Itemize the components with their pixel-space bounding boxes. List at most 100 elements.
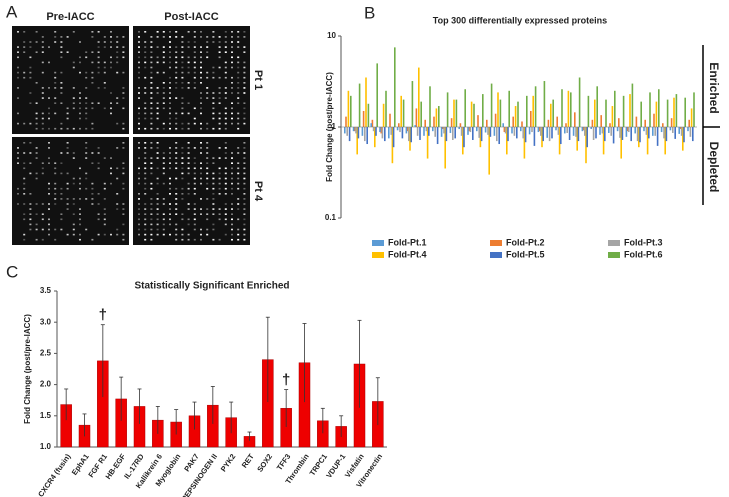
array-spot — [17, 66, 19, 69]
array-spot — [85, 107, 88, 110]
array-spot — [237, 203, 240, 205]
array-spot — [150, 172, 153, 175]
array-spot — [218, 238, 221, 241]
array-spot — [200, 107, 202, 110]
array-spot — [60, 218, 63, 221]
array-spot — [218, 56, 221, 59]
bar — [595, 127, 597, 139]
array-spot — [162, 167, 165, 170]
array-spot — [110, 233, 112, 236]
array-spot — [218, 36, 221, 38]
array-spot — [224, 193, 227, 195]
bar — [592, 127, 595, 140]
array-spot — [138, 127, 140, 130]
array-spot — [35, 152, 38, 154]
array-spot — [85, 127, 88, 130]
bar — [517, 101, 519, 127]
bar — [482, 94, 484, 127]
array-spot — [85, 157, 88, 159]
bar — [414, 125, 416, 127]
array-spot — [243, 51, 246, 53]
array-spot — [116, 167, 119, 170]
array-spot — [150, 208, 153, 210]
bar — [382, 103, 385, 127]
array-spot — [60, 213, 63, 215]
bar — [673, 97, 675, 127]
array-spot — [79, 213, 81, 215]
array-spot — [175, 51, 178, 53]
array-spot — [156, 223, 159, 226]
array-spot — [138, 97, 140, 99]
array-spot — [110, 172, 112, 175]
bar — [645, 127, 648, 135]
bar — [610, 127, 612, 136]
bar — [478, 127, 480, 138]
bar — [419, 127, 421, 140]
array-spot — [72, 157, 75, 159]
bar — [551, 127, 553, 139]
bar — [410, 127, 412, 143]
array-spot — [116, 36, 119, 38]
array-spot — [29, 76, 32, 79]
array-spot — [48, 112, 50, 115]
array-spot — [150, 157, 153, 159]
bar — [406, 127, 409, 132]
array-spot — [212, 193, 215, 195]
array-spot — [66, 152, 69, 154]
bar — [379, 127, 381, 133]
array-spot — [206, 51, 209, 53]
array-spot — [144, 172, 147, 175]
bar — [557, 127, 560, 135]
array-spot — [23, 187, 26, 190]
bar — [674, 127, 676, 139]
array-spot — [116, 56, 119, 59]
array-spot — [231, 208, 233, 210]
array-spot — [175, 82, 178, 84]
array-spot — [54, 102, 57, 104]
array-spot — [181, 107, 184, 110]
array-spot — [144, 31, 147, 33]
array-spot — [54, 41, 57, 43]
array-spot — [206, 233, 209, 236]
array-spot — [162, 51, 165, 53]
array-spot — [218, 177, 221, 180]
array-spot — [181, 76, 184, 79]
array-spot — [181, 167, 184, 170]
side-annotation: Enriched — [707, 62, 721, 113]
array-spot — [156, 177, 159, 180]
array-spot — [97, 193, 100, 195]
array-spot — [169, 152, 171, 154]
array-spot — [200, 147, 202, 149]
bar — [548, 127, 551, 142]
bar — [643, 127, 645, 132]
array-spot — [175, 198, 178, 200]
array-spot — [85, 102, 88, 104]
array-spot — [181, 87, 184, 89]
bar — [512, 116, 514, 127]
array-spot — [243, 223, 246, 226]
array-spot — [169, 182, 171, 185]
array-spot — [187, 82, 190, 84]
bar — [672, 127, 674, 133]
array-spot — [175, 228, 178, 231]
array-spot — [103, 213, 106, 215]
array-spot — [35, 238, 38, 241]
array-spot — [162, 223, 165, 226]
array-spot — [41, 36, 44, 38]
bar — [473, 103, 475, 127]
array-spot — [224, 203, 227, 205]
array-spot — [54, 172, 57, 175]
array-spot — [206, 172, 209, 175]
array-spot — [23, 41, 26, 43]
array-spot — [200, 122, 202, 125]
array-spot — [138, 41, 140, 43]
array-spot — [17, 157, 19, 159]
bar — [459, 123, 462, 127]
array-spot — [116, 193, 119, 195]
array-spot — [79, 61, 81, 64]
bar — [462, 127, 464, 155]
array-spot — [200, 66, 202, 69]
array-spot — [193, 147, 196, 149]
array-spot — [85, 56, 88, 59]
x-tick-label: SOX2 — [255, 452, 274, 474]
